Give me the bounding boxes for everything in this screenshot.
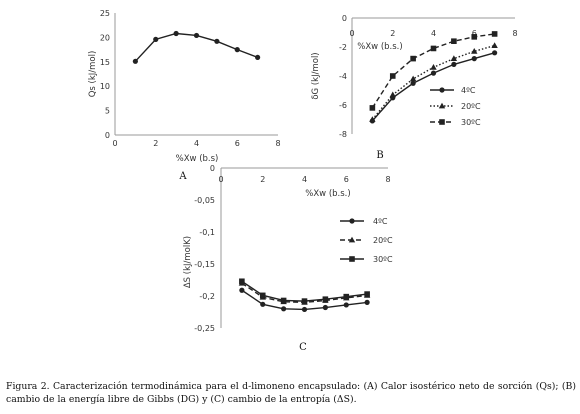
x-tick-label: 4 — [302, 175, 307, 184]
x-tick-label: 8 — [275, 139, 280, 148]
data-point — [255, 54, 261, 61]
x-tick-label: 6 — [472, 29, 477, 38]
x-tick-label: 2 — [260, 175, 265, 184]
data-point — [153, 36, 159, 42]
x-tick-label: 4 — [194, 139, 199, 148]
x-axis-label: %Xw (b.s) — [176, 154, 219, 164]
data-point — [450, 55, 458, 61]
y-axis-label: δG (kJ/mol) — [311, 52, 321, 99]
data-point — [301, 306, 308, 313]
y-tick-label: -0,25 — [194, 324, 215, 333]
y-tick-label: -8 — [339, 130, 347, 139]
y-tick-label: 15 — [100, 58, 110, 67]
x-tick-label: 8 — [512, 29, 517, 38]
chart-b: 0 2 4 6 80-2-4-6-8%Xw (b.s.)δG (kJ/mol)B4ºC2… — [311, 14, 518, 161]
panel-label: A — [178, 171, 187, 182]
data-point — [343, 302, 349, 308]
data-point — [389, 73, 396, 79]
x-axis-label: %Xw (b.s.) — [305, 189, 350, 199]
y-tick-label: 25 — [100, 9, 110, 18]
data-point — [369, 116, 376, 122]
legend-label: 4ºC — [373, 217, 388, 226]
data-point — [239, 278, 245, 285]
figure-caption: Figura 2. Caracterización termodinámica … — [6, 381, 576, 405]
y-tick-label: -0,2 — [199, 292, 215, 301]
y-tick-label: -2 — [339, 43, 347, 52]
x-axis-label: %Xw (b.s.) — [357, 42, 402, 52]
data-point — [410, 55, 416, 62]
data-point — [132, 58, 138, 64]
data-point — [451, 38, 457, 44]
data-point — [234, 47, 240, 53]
y-tick-label: -6 — [339, 101, 347, 110]
y-tick-label: -0,15 — [194, 260, 215, 269]
y-tick-label: 20 — [100, 33, 110, 42]
data-point — [430, 45, 437, 52]
chart-c: 0 2 4 6 8 0 -0,05 -0,1 -0,15 -0,2 -0,25 %Xw (b.s.) Δ… — [183, 164, 393, 353]
legend-marker — [438, 102, 446, 109]
data-point — [471, 34, 478, 40]
data-point — [173, 30, 179, 37]
legend-marker — [439, 119, 445, 125]
data-point — [301, 298, 308, 304]
panel-label: C — [299, 342, 307, 353]
data-point — [364, 299, 370, 305]
data-point — [239, 287, 245, 293]
y-tick-label: -0,05 — [194, 196, 215, 205]
y-tick-label: -4 — [339, 72, 347, 81]
x-tick-label: 2 — [390, 29, 395, 38]
data-point — [471, 56, 477, 62]
data-point — [364, 291, 370, 297]
x-tick-label: 8 — [385, 175, 390, 184]
data-point — [491, 42, 498, 48]
data-point — [193, 32, 200, 39]
data-point — [322, 296, 329, 302]
y-axis-label: ΔS (kJ/molK) — [183, 236, 193, 288]
data-point — [389, 91, 396, 98]
legend-label: 20ºC — [373, 236, 393, 245]
legend-marker — [349, 256, 355, 262]
legend-label: 30ºC — [373, 255, 393, 264]
legend-label: 30ºC — [461, 118, 481, 127]
x-tick-label: 0 — [218, 175, 223, 184]
y-tick-label: 10 — [100, 82, 110, 91]
data-point — [492, 50, 498, 56]
data-point — [430, 70, 437, 76]
data-point — [280, 297, 287, 304]
x-tick-label: 6 — [344, 175, 349, 184]
y-tick-label: -0,1 — [199, 228, 215, 237]
data-point — [451, 61, 457, 67]
data-point — [343, 293, 350, 300]
y-tick-label: 0 — [105, 131, 110, 140]
data-point — [369, 105, 376, 111]
y-tick-label: 0 — [210, 164, 215, 173]
data-point — [471, 48, 478, 54]
data-point — [260, 301, 266, 307]
data-point — [214, 38, 220, 44]
y-axis-label: Qs (kJ/mol) — [88, 51, 98, 98]
data-point — [409, 75, 417, 82]
legend-marker — [349, 218, 355, 224]
data-point — [259, 292, 266, 299]
panel-label: B — [376, 150, 383, 161]
legend-marker — [348, 236, 356, 243]
x-tick-label: 0 — [112, 139, 117, 148]
x-tick-label: 2 — [153, 139, 158, 148]
data-point — [410, 80, 416, 86]
y-tick-label: 0 — [342, 14, 347, 23]
data-point — [281, 306, 287, 312]
legend-label: 4ºC — [461, 86, 476, 95]
x-tick-label: 0 — [349, 29, 354, 38]
legend-label: 20ºC — [461, 102, 481, 111]
x-tick-label: 6 — [235, 139, 240, 148]
data-point — [430, 64, 437, 70]
y-tick-label: 5 — [105, 107, 110, 116]
x-tick-label: 4 — [431, 29, 436, 38]
legend-marker — [439, 87, 445, 93]
data-point — [322, 304, 328, 311]
data-point — [491, 31, 498, 37]
